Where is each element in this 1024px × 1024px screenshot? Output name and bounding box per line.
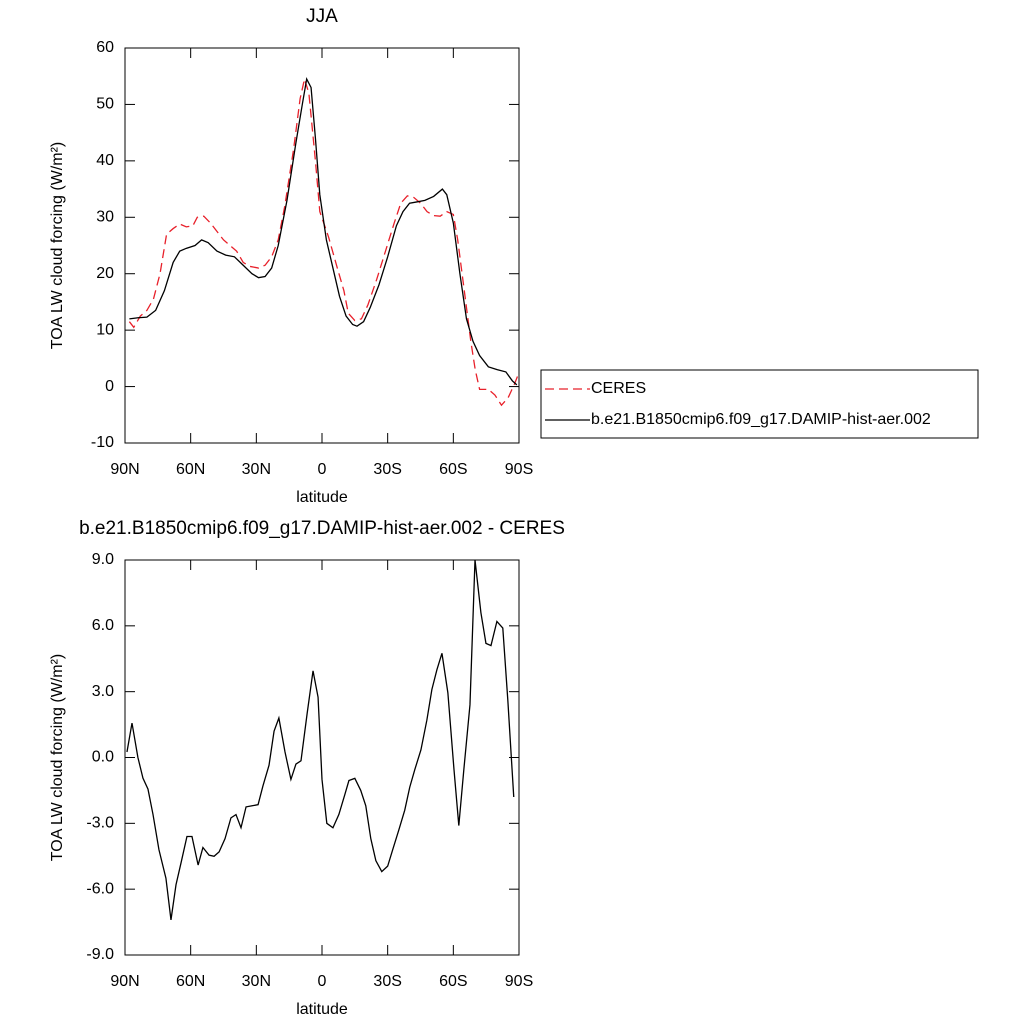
data-line [128, 76, 519, 407]
x-tick-label: 90N [110, 973, 139, 990]
x-tick-label: 60S [439, 461, 467, 478]
x-tick-label: 90N [110, 461, 139, 478]
x-tick-label: 0 [318, 461, 327, 478]
y-tick-label: 0.0 [92, 749, 114, 766]
y-tick-label: 40 [96, 152, 114, 169]
plot-frame [124, 47, 520, 444]
x-axis-label: latitude [296, 489, 348, 506]
data-line [126, 559, 515, 920]
x-tick-label: 60N [176, 461, 205, 478]
legend-label: b.e21.B1850cmip6.f09_g17.DAMIP-hist-aer.… [591, 411, 931, 428]
x-tick-label: 60N [176, 973, 205, 990]
x-tick-label: 90S [505, 973, 533, 990]
y-tick-label: 60 [96, 39, 114, 56]
x-tick-label: 30N [242, 973, 271, 990]
y-tick-label: 0 [105, 378, 114, 395]
legend-label: CERES [591, 380, 646, 397]
y-tick-label: -6.0 [86, 880, 114, 897]
chart-title: b.e21.B1850cmip6.f09_g17.DAMIP-hist-aer.… [79, 518, 565, 539]
y-tick-label: 6.0 [92, 617, 114, 634]
y-tick-label: 3.0 [92, 683, 114, 700]
y-tick-label: 50 [96, 96, 114, 113]
data-line [129, 77, 518, 386]
y-tick-label: -10 [91, 434, 114, 451]
legend-box [540, 369, 979, 439]
x-tick-label: 30N [242, 461, 271, 478]
y-axis-label: TOA LW cloud forcing (W/m²) [49, 654, 66, 861]
x-tick-label: 30S [373, 461, 401, 478]
y-tick-label: 9.0 [92, 551, 114, 568]
y-axis-label: TOA LW cloud forcing (W/m²) [49, 142, 66, 349]
x-tick-label: 30S [373, 973, 401, 990]
x-tick-label: 0 [318, 973, 327, 990]
plot-frame [124, 559, 520, 956]
y-tick-label: 30 [96, 209, 114, 226]
y-tick-label: -9.0 [86, 946, 114, 963]
y-tick-label: 20 [96, 265, 114, 282]
chart-title: JJA [306, 6, 338, 27]
x-tick-label: 60S [439, 973, 467, 990]
y-tick-label: 10 [96, 321, 114, 338]
x-axis-label: latitude [296, 1001, 348, 1018]
y-tick-label: -3.0 [86, 815, 114, 832]
x-tick-label: 90S [505, 461, 533, 478]
